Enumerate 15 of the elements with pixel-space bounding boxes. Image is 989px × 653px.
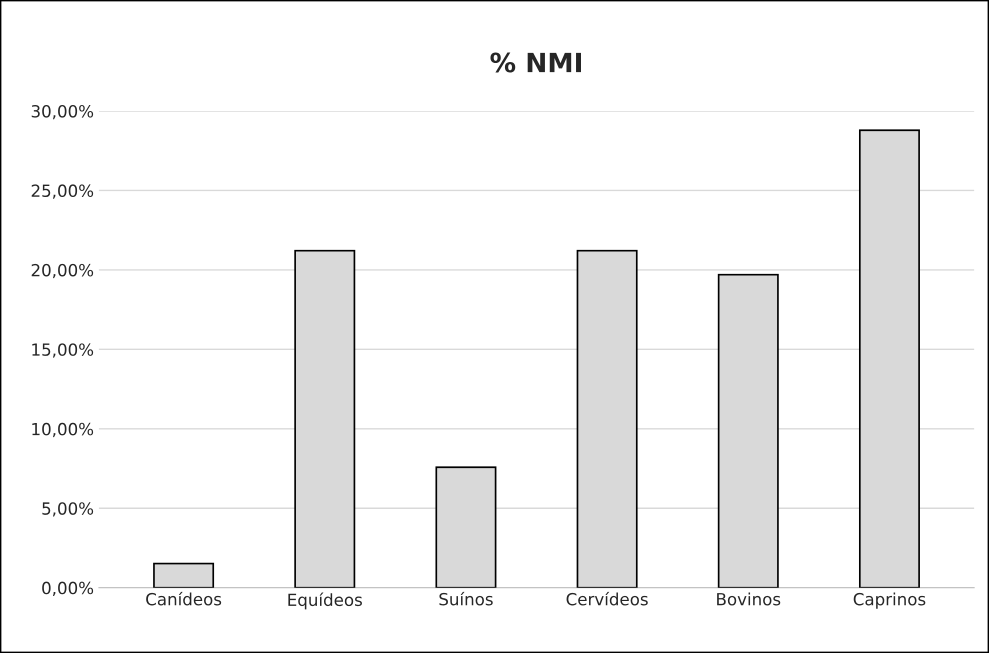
x-tick-label: Caprinos	[854, 592, 926, 609]
y-tick-label: 30,00%	[32, 104, 94, 120]
bar	[153, 562, 214, 588]
y-tick-label: 15,00%	[32, 343, 94, 358]
x-tick-label: Suínos	[439, 592, 493, 606]
y-tick-label: 0,00%	[42, 582, 94, 596]
y-tick-label: 25,00%	[32, 184, 94, 199]
x-tick-label: Equídeos	[288, 592, 362, 610]
x-tick-label: Bovinos	[717, 592, 780, 606]
x-tick-label: Canídeos	[146, 592, 222, 606]
chart-title: % NMI	[490, 52, 581, 72]
x-tick-label: Cervídeos	[566, 592, 648, 606]
y-tick-label: 10,00%	[32, 422, 94, 438]
y-tick-label: 20,00%	[32, 264, 94, 278]
y-tick-label: 5,00%	[42, 502, 94, 517]
